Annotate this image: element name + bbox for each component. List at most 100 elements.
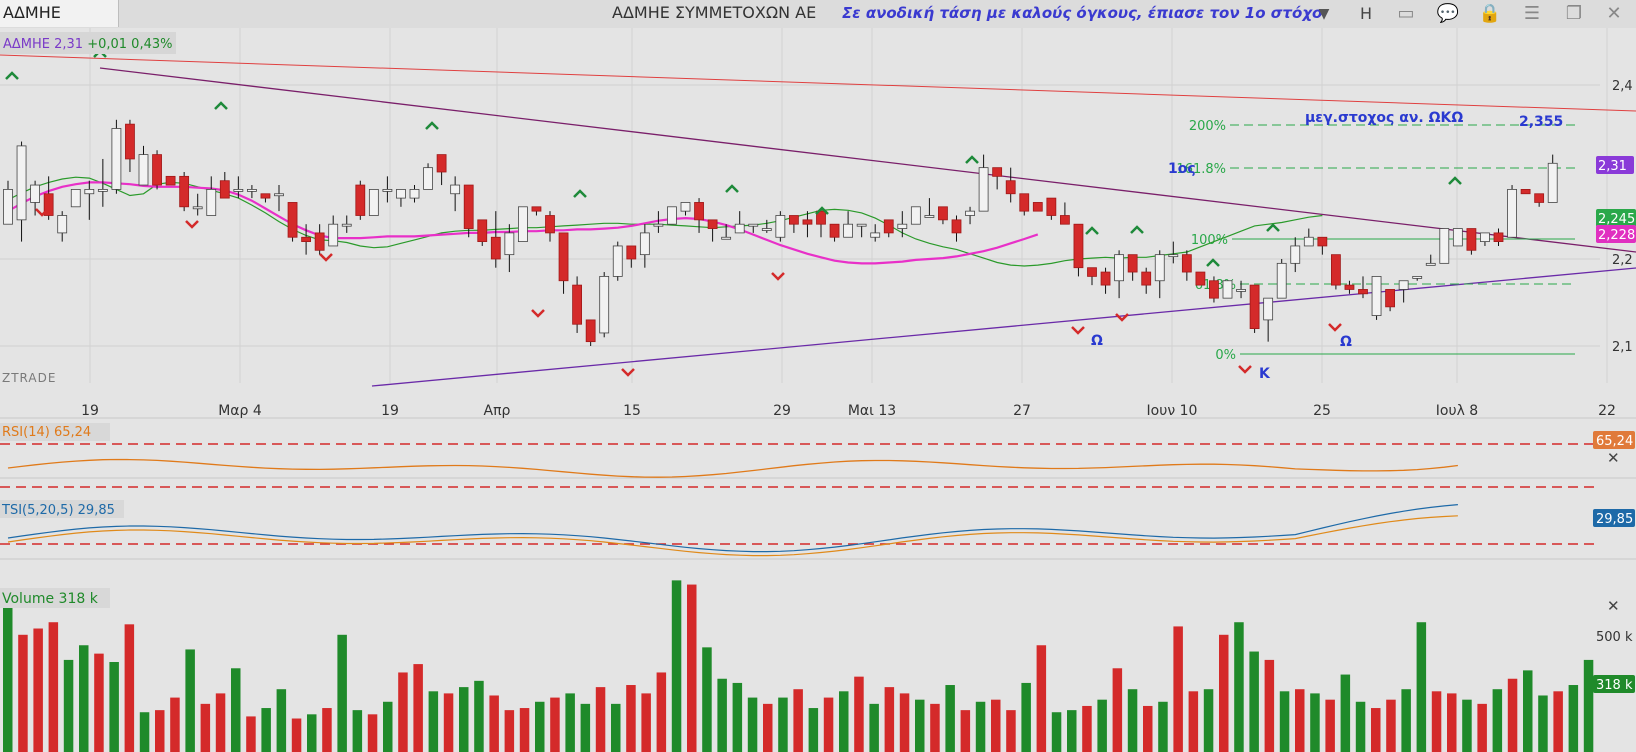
pattern-letter: Ω [1340, 334, 1352, 350]
volume-bar [1295, 689, 1305, 752]
menu-icon[interactable]: ☰ [1523, 3, 1541, 24]
candle-body [531, 206, 542, 212]
toolbar: ΑΔΜΗΕ ΑΔΜΗΕ ΣΥΜΜΕΤΟΧΩΝ ΑΕ Σε ανοδική τάσ… [0, 0, 1636, 29]
candle-body [626, 245, 637, 260]
volume-bar [428, 691, 439, 752]
first-target-label: 1ος [1168, 161, 1196, 177]
swing-down-arrow [771, 272, 785, 281]
volume-bar [580, 703, 591, 752]
candle-body [233, 188, 244, 192]
swing-up-arrow [573, 189, 587, 198]
symbol-text: ΑΔΜΗΕ [3, 3, 61, 22]
candle-body [30, 184, 41, 203]
chevron-down-icon[interactable]: ▼ [1318, 6, 1330, 22]
close-icon[interactable]: ✕ [1606, 3, 1622, 24]
candle-body [1195, 271, 1206, 286]
volume-bar [170, 697, 180, 752]
tsi-badge-bg [1593, 509, 1635, 527]
candle-body [382, 188, 393, 192]
candle-body [707, 219, 718, 229]
candle-body [1263, 297, 1274, 321]
candle-body [1331, 254, 1341, 286]
volume-bar [413, 664, 423, 752]
price-badge: 2,31 [1598, 159, 1627, 174]
volume-bar [626, 685, 636, 752]
volume-bar [1097, 699, 1107, 752]
tsi-badge: 29,85 [1596, 512, 1633, 527]
volume-bar [231, 668, 241, 752]
candle-body [612, 245, 623, 277]
volume-bar [79, 645, 89, 752]
candle-body [396, 188, 406, 199]
candle-body [1073, 223, 1084, 269]
candle-body [70, 188, 81, 208]
candle-body [1046, 197, 1057, 216]
candle-body [1303, 236, 1314, 247]
price-badge-bg [1596, 156, 1634, 174]
volume-bar [1203, 689, 1214, 752]
volume-bar [1279, 691, 1290, 752]
swing-down-arrow [185, 220, 199, 229]
lock-icon[interactable]: 🔒 [1478, 3, 1502, 24]
candle-body [43, 193, 54, 216]
candle-body [341, 223, 352, 227]
restore-window-icon[interactable]: ❐ [1565, 3, 1583, 24]
chart-headline: Σε ανοδική τάση με καλούς όγκους, έπιασε… [842, 4, 1323, 22]
volume-bar [1173, 626, 1183, 752]
candle-body [667, 206, 677, 225]
volume-bar [1538, 695, 1548, 752]
candle-body [1412, 275, 1423, 279]
candle-body [992, 167, 1003, 177]
tsi-value: 29,85 [78, 503, 115, 518]
candle-body [450, 184, 461, 195]
panel-icon[interactable]: ▭ [1397, 3, 1415, 24]
candle-body [761, 228, 772, 231]
candle-body [965, 210, 975, 216]
candle-body [789, 215, 799, 225]
candle-body [1168, 254, 1179, 258]
volume-bar [1021, 682, 1031, 752]
candle-body [1100, 271, 1111, 286]
volume-bar [1325, 699, 1335, 752]
symbol-input[interactable]: ΑΔΜΗΕ [0, 0, 119, 27]
swing-down-arrow [621, 368, 635, 377]
volume-bar [1568, 685, 1579, 752]
chart-area[interactable]: 200%161.8%100%61.8%0% ΩΩK ΑΔΜΗΕ 2,31 +0,… [0, 28, 1636, 752]
volume-bar [1553, 691, 1563, 752]
price-legend: ΑΔΜΗΕ 2,31 +0,01 0,43% [3, 37, 172, 52]
volume-bar [200, 703, 211, 752]
volume-badge: 318 k [1596, 678, 1633, 693]
swing-up-arrow [1130, 225, 1144, 234]
candle-body [829, 223, 840, 238]
target-label: μεγ.στοχος αν. ΩΚΩ [1305, 110, 1463, 126]
candle-body [1358, 289, 1368, 295]
candle-body [1276, 262, 1287, 299]
period-button[interactable]: H [1359, 4, 1373, 23]
candle-body [694, 202, 704, 221]
candle-body [816, 210, 826, 225]
volume-bar [261, 708, 271, 752]
candle-body [274, 193, 284, 197]
comment-icon[interactable]: 💬 [1436, 3, 1460, 24]
volume-bar [884, 687, 895, 752]
candle-body [775, 215, 786, 238]
candle-body [165, 175, 176, 186]
volume-bar [474, 680, 484, 752]
rsi-line [7, 458, 1458, 478]
volume-bar [276, 689, 287, 752]
candle-body [1127, 254, 1138, 273]
candle-body [1114, 254, 1124, 282]
swing-up-arrow [725, 184, 739, 193]
volume-bar [1386, 699, 1396, 752]
candle-body [1452, 228, 1463, 247]
candle-body [246, 188, 257, 192]
volume-legend: Volume 318 k [2, 591, 99, 607]
volume-bar [1082, 705, 1092, 752]
volume-bar [1447, 693, 1457, 752]
volume-panel: Volume 318 k 500 k 318 k ✕ [0, 580, 1635, 752]
price-labels: ΑΔΜΗΕ 2,31 +0,01 0,43% ZTRADE 2,4 2,2 2,1 μεγ… [0, 32, 1636, 385]
swing-up-arrow [1448, 176, 1462, 185]
swing-up-arrow [965, 155, 979, 164]
date-tick: 22 [1598, 403, 1616, 419]
volume-bar [1371, 708, 1381, 752]
